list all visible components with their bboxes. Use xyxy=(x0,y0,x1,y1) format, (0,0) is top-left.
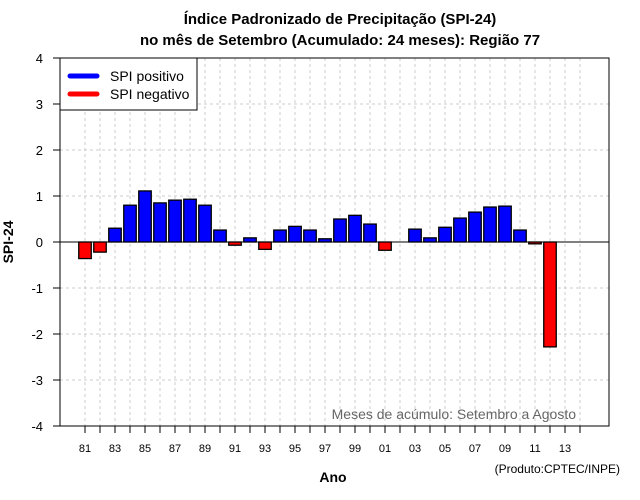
bar-positive xyxy=(183,198,197,243)
bar-positive xyxy=(288,225,302,243)
bar-positive xyxy=(423,237,437,243)
x-tick-label: 87 xyxy=(169,443,181,455)
y-tick-label: 0 xyxy=(36,235,43,250)
legend: SPI positivo SPI negativo xyxy=(59,57,198,111)
y-axis-label: SPI-24 xyxy=(0,220,16,263)
bar-positive xyxy=(273,229,287,243)
bar-negative xyxy=(528,241,542,245)
x-tick-label: 13 xyxy=(559,443,571,455)
x-tick-label: 11 xyxy=(529,443,540,455)
bar-positive xyxy=(213,229,227,243)
x-tick-label: 07 xyxy=(469,443,481,455)
x-tick-label: 93 xyxy=(259,443,271,455)
bar-negative xyxy=(93,241,107,253)
y-tick-label: 3 xyxy=(36,97,43,112)
x-tick-label: 81 xyxy=(79,443,91,455)
y-tick-label: -2 xyxy=(31,327,43,342)
y-tick-label: -4 xyxy=(31,419,43,434)
chart-title-line-2: no mês de Setembro (Acumulado: 24 meses)… xyxy=(140,32,540,49)
x-tick-label: 01 xyxy=(379,443,391,455)
x-tick-label: 09 xyxy=(499,443,511,455)
bar-positive xyxy=(108,227,122,243)
legend-box xyxy=(59,57,198,111)
x-axis-label: Ano xyxy=(319,469,346,485)
x-tick-label: 03 xyxy=(409,443,421,455)
bar-positive xyxy=(498,205,512,243)
bar-positive xyxy=(198,204,212,243)
bar-positive xyxy=(348,214,362,243)
x-tick-label: 91 xyxy=(229,443,241,455)
x-tick-label: 95 xyxy=(289,443,301,455)
legend-positive-label: SPI positivo xyxy=(110,68,184,84)
bar-positive xyxy=(168,199,182,243)
annotation-text: Meses de acúmulo: Setembro a Agosto xyxy=(332,406,577,422)
bar-positive xyxy=(408,228,422,243)
legend-negative-label: SPI negativo xyxy=(110,86,190,102)
x-tick-label: 99 xyxy=(349,443,361,455)
bar-positive xyxy=(333,218,347,243)
bar-negative xyxy=(543,241,557,348)
bar-positive xyxy=(513,229,527,243)
x-axis: 81 83 85 87 89 91 93 95 97 99 01 03 05 07 09 11 13 xyxy=(79,426,581,455)
bar-positive xyxy=(153,202,167,243)
bar-positive xyxy=(303,229,317,243)
bar-positive xyxy=(243,237,257,243)
bar-negative xyxy=(378,241,392,251)
y-tick-label: -1 xyxy=(31,281,43,296)
x-tick-label: 89 xyxy=(199,443,211,455)
chart-title-line-1: Índice Padronizado de Precipitação (SPI-… xyxy=(184,11,497,28)
x-tick-label: 97 xyxy=(319,443,331,455)
bar-positive xyxy=(318,238,332,243)
bar-positive xyxy=(453,217,467,243)
y-tick-label: 1 xyxy=(36,189,43,204)
y-axis: 4 3 2 1 0 -1 -2 -3 -4 xyxy=(31,51,60,434)
y-tick-label: -3 xyxy=(31,373,43,388)
bar-positive xyxy=(138,190,152,243)
bars xyxy=(78,190,557,348)
grid xyxy=(60,58,609,426)
bar-positive xyxy=(363,223,377,243)
x-tick-label: 85 xyxy=(139,443,151,455)
bar-negative xyxy=(228,241,242,246)
y-tick-label: 2 xyxy=(36,143,43,158)
bar-negative xyxy=(78,241,92,260)
bar-positive xyxy=(468,211,482,243)
y-tick-label: 4 xyxy=(36,51,43,66)
x-tick-label: 83 xyxy=(109,443,121,455)
x-tick-label: 05 xyxy=(439,443,451,455)
bar-positive xyxy=(123,204,137,243)
bar-positive xyxy=(483,206,497,243)
bar-positive xyxy=(438,226,452,243)
credit-text: (Produto:CPTEC/INPE) xyxy=(495,462,620,476)
bar-negative xyxy=(258,241,272,251)
